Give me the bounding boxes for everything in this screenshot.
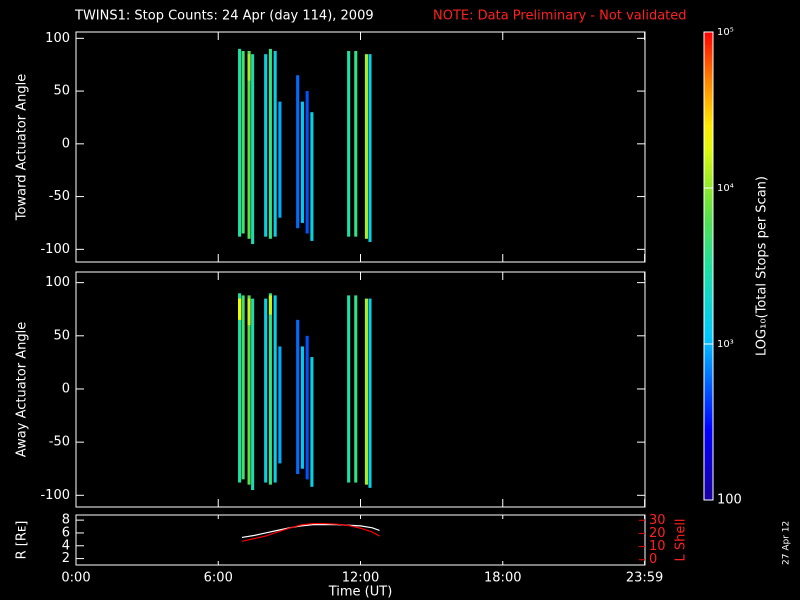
y-axis-label: Away Actuator Angle — [15, 322, 30, 457]
y-axis-label: R [Rᴇ] — [15, 521, 30, 560]
strip — [268, 293, 272, 485]
colorbar-tick-label: 10⁴ — [717, 183, 734, 194]
y-tick-label: 2 — [62, 551, 70, 566]
strip — [310, 112, 314, 241]
strip — [238, 48, 242, 237]
strip — [268, 295, 272, 315]
colorbar — [703, 31, 714, 501]
y-axis-label: Toward Actuator Angle — [15, 74, 30, 221]
strip — [268, 48, 272, 239]
y-tick-label: -50 — [49, 189, 70, 204]
y-tick-label: 100 — [45, 275, 70, 290]
note: NOTE: Data Preliminary - Not validated — [433, 9, 687, 24]
strip — [347, 295, 351, 483]
strip — [368, 298, 372, 488]
y-tick-label: 8 — [62, 513, 70, 528]
strip — [305, 91, 309, 234]
strip — [273, 295, 277, 483]
strip — [296, 75, 300, 229]
strip — [273, 50, 277, 237]
chart-title: TWINS1: Stop Counts: 24 Apr (day 114), 2… — [74, 9, 374, 24]
strip — [300, 101, 304, 223]
x-axis-label: Time (UT) — [328, 585, 393, 600]
strip — [247, 54, 251, 81]
y-tick-label: -100 — [40, 242, 70, 257]
y-tick-label: -50 — [49, 435, 70, 450]
strip — [296, 319, 300, 475]
strip — [238, 293, 242, 483]
strip — [241, 50, 245, 234]
strip — [354, 295, 358, 483]
strip — [278, 346, 282, 464]
strip — [364, 54, 368, 239]
colorbar-tick-label: 100 — [717, 493, 742, 508]
strip — [347, 50, 351, 237]
y-tick-label: 100 — [45, 31, 70, 46]
strip — [247, 50, 251, 239]
y2-tick-label: 20 — [649, 526, 666, 541]
y-tick-label: 50 — [53, 328, 70, 343]
series-line — [241, 522, 380, 542]
colorbar-tick-label: 10⁵ — [717, 27, 734, 38]
y-tick-label: 50 — [53, 84, 70, 99]
y2-axis-label: L Shell — [674, 518, 689, 561]
y-tick-label: -100 — [40, 488, 70, 503]
strip — [241, 295, 245, 480]
strip — [368, 54, 372, 242]
strip — [238, 298, 242, 320]
strip — [264, 54, 268, 237]
strip — [310, 357, 314, 487]
series-line — [241, 524, 380, 539]
y2-tick-label: 30 — [649, 513, 666, 528]
y-tick-label: 0 — [62, 136, 70, 151]
x-tick-label: 0:00 — [61, 571, 90, 586]
x-tick-label: 18:00 — [484, 571, 521, 586]
x-tick-label: 12:00 — [342, 571, 379, 586]
strip — [264, 298, 268, 483]
colorbar-tick-label: 10³ — [717, 339, 734, 350]
y2-tick-label: 0 — [649, 552, 657, 567]
y-tick-label: 4 — [62, 538, 70, 553]
strip — [278, 101, 282, 218]
strip — [364, 298, 368, 485]
strip — [354, 50, 358, 237]
strip — [251, 298, 255, 490]
colorbar-label: LOG₁₀(Total Stops per Scan) — [755, 176, 770, 356]
strip — [305, 335, 309, 480]
date-stamp: 27 Apr 12 — [782, 521, 792, 565]
x-tick-label: 6:00 — [204, 571, 233, 586]
strip — [247, 298, 251, 326]
strip — [300, 346, 304, 469]
x-tick-label: 23:59 — [626, 571, 663, 586]
strip — [247, 295, 251, 485]
y2-tick-label: 10 — [649, 539, 666, 554]
strip — [251, 54, 255, 245]
y-tick-label: 0 — [62, 381, 70, 396]
y-tick-label: 6 — [62, 525, 70, 540]
